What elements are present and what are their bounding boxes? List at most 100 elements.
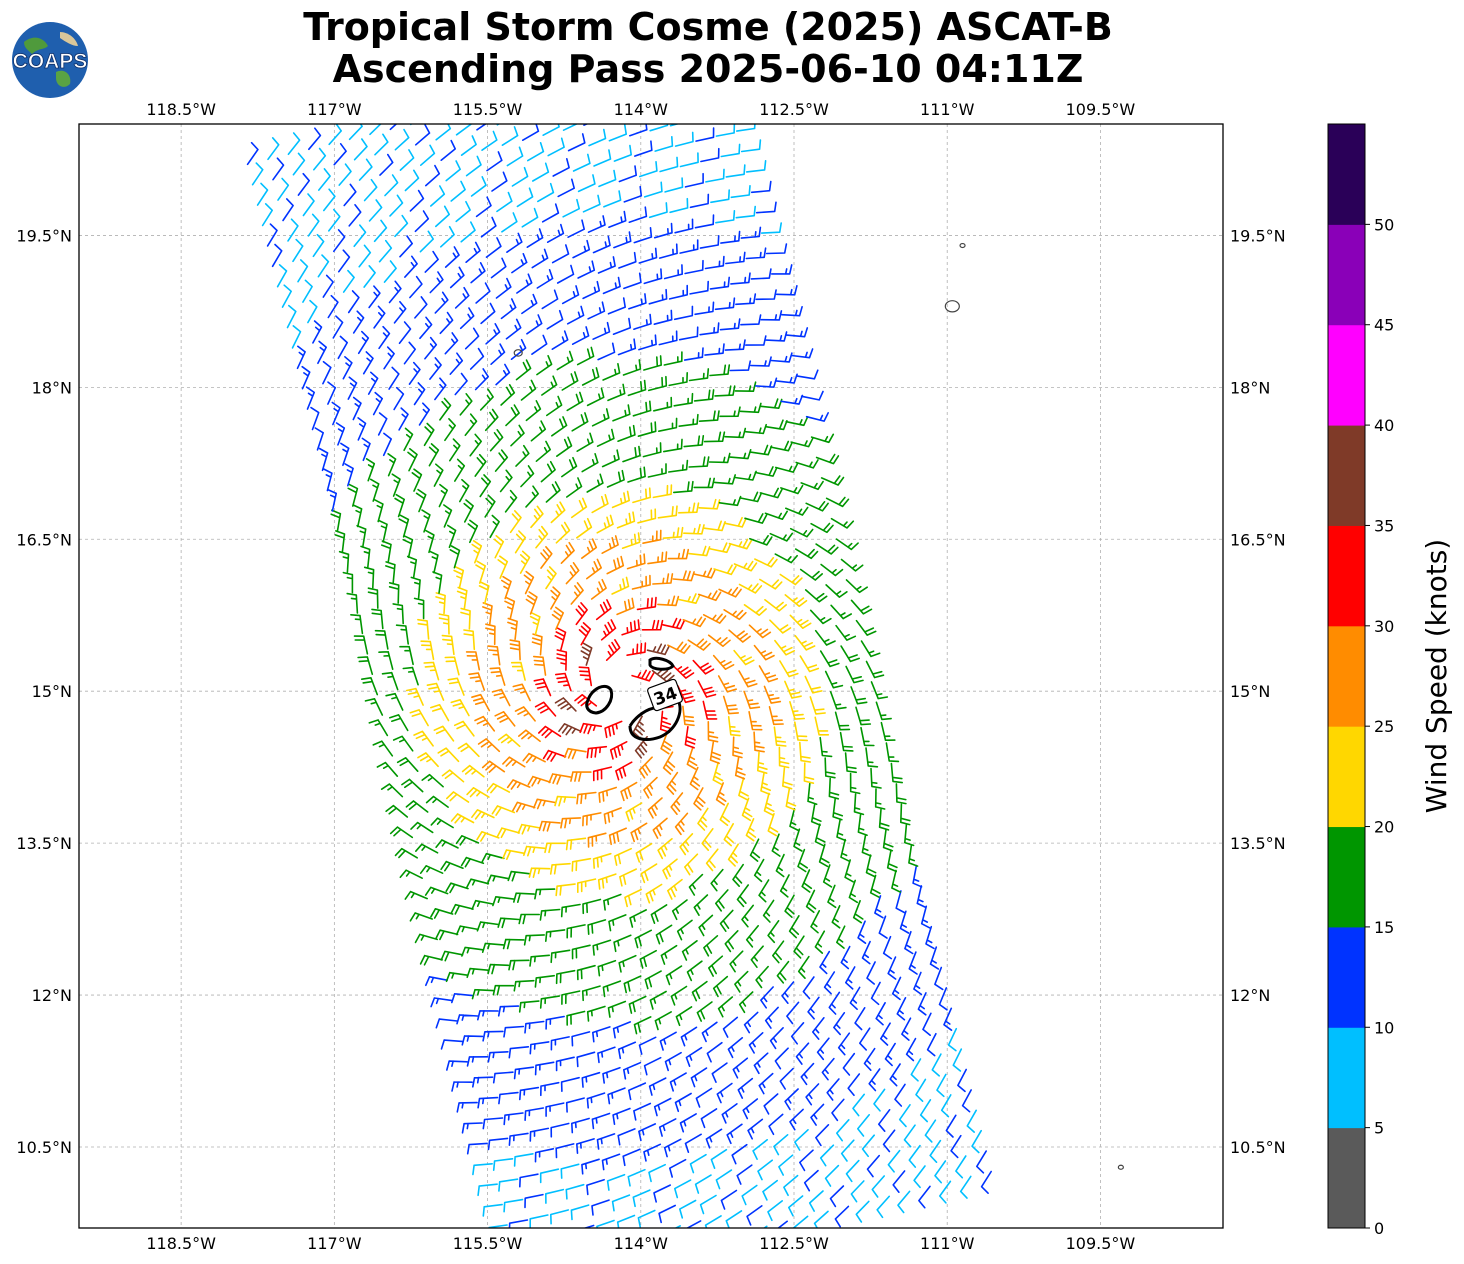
wind-barb: [461, 1035, 484, 1046]
wind-barb: [460, 221, 476, 243]
wind-barb: [688, 456, 710, 468]
wind-barb: [700, 147, 720, 163]
coaps-logo: COAPS: [12, 22, 88, 98]
wind-barb: [684, 1133, 702, 1153]
wind-barb: [377, 519, 388, 543]
wind-barb: [793, 828, 803, 852]
wind-barb: [566, 305, 585, 325]
wind-barb: [794, 634, 816, 651]
wind-barb: [463, 499, 474, 523]
wind-barb: [669, 1072, 687, 1092]
wind-barb: [897, 1190, 911, 1214]
colorbar-segment: [1328, 826, 1365, 928]
island-outline: [513, 349, 523, 357]
wind-barb: [836, 1119, 850, 1142]
wind-barb: [804, 589, 828, 603]
wind-barb: [669, 1158, 687, 1178]
wind-barb: [657, 595, 680, 607]
wind-barb: [308, 127, 322, 151]
wind-barb: [815, 453, 840, 465]
wind-barb: [721, 1103, 738, 1124]
wind-barb: [424, 886, 449, 896]
wind-barb: [497, 733, 521, 748]
wind-barb: [481, 130, 498, 151]
wind-barb: [733, 560, 758, 572]
wind-barb: [372, 740, 394, 757]
wind-barb: [449, 545, 461, 569]
wind-barb: [476, 921, 500, 932]
wind-barb: [521, 293, 538, 315]
wind-barb: [423, 661, 440, 681]
wind-barb: [939, 1180, 952, 1204]
wind-barb: [760, 398, 783, 409]
wind-barb: [477, 738, 501, 753]
wind-barb: [523, 934, 545, 946]
wind-barb: [726, 1123, 743, 1145]
wind-barb: [414, 933, 438, 944]
wind-barb: [653, 1097, 672, 1117]
wind-barb: [774, 639, 796, 656]
wind-barb: [632, 1189, 651, 1208]
wind-barb: [434, 291, 449, 314]
wind-barb: [743, 604, 767, 616]
wind-barb: [705, 1128, 723, 1149]
wind-barb: [479, 474, 492, 498]
wind-barb: [723, 516, 747, 528]
wind-barb: [374, 629, 389, 650]
wind-barb: [461, 764, 485, 778]
wind-barb: [508, 1046, 530, 1059]
lat-tick-left: 13.5°N: [16, 834, 72, 853]
wind-barb: [717, 675, 737, 693]
wind-barb: [980, 1170, 992, 1194]
wind-barb: [440, 139, 456, 161]
wind-barb: [760, 772, 771, 795]
wind-barb: [608, 827, 627, 846]
wind-barb: [566, 391, 584, 412]
wind-barb: [821, 1057, 835, 1081]
wind-barb: [516, 187, 534, 208]
wind-barb: [554, 795, 577, 807]
wind-barb: [667, 548, 690, 560]
wind-barb: [891, 976, 902, 1001]
wind-barb: [571, 857, 592, 872]
wind-barb: [765, 419, 788, 431]
wind-barb: [848, 879, 858, 904]
wind-barb: [580, 642, 593, 666]
wind-barb: [659, 1031, 677, 1051]
wind-barb: [875, 701, 892, 721]
wind-barb: [955, 1155, 967, 1179]
wind-barb: [550, 949, 571, 964]
wind-barb: [413, 730, 434, 747]
wind-barb: [803, 762, 815, 784]
wind-barb: [847, 1073, 861, 1097]
wind-barb: [695, 127, 715, 142]
wind-barb: [503, 1025, 525, 1038]
wind-barb: [705, 848, 719, 872]
wind-barb: [710, 1148, 728, 1169]
wind-barb: [571, 1031, 591, 1047]
wind-barb: [679, 1199, 697, 1219]
wind-barb: [707, 634, 731, 647]
wind-barb: [534, 888, 556, 900]
wind-barb: [435, 839, 459, 849]
wind-barb: [825, 496, 850, 508]
wind-barb: [715, 1169, 733, 1190]
wind-barb: [466, 1056, 489, 1067]
wind-barb: [297, 172, 310, 196]
wind-barb: [718, 586, 742, 598]
wind-barb: [820, 563, 844, 577]
wind-barb: [748, 1032, 764, 1054]
wind-barb: [882, 828, 894, 852]
wind-barb: [662, 617, 686, 630]
wind-barb: [545, 1015, 565, 1030]
wind-barb: [591, 408, 610, 427]
wind-barb: [261, 203, 273, 227]
wind-barb: [571, 326, 590, 345]
wind-barb: [769, 532, 794, 542]
wind-barb: [432, 571, 443, 594]
wind-barb: [784, 594, 808, 608]
wind-barb: [405, 687, 424, 706]
wind-barb: [469, 433, 482, 457]
wind-barb: [291, 325, 302, 349]
wind-barb: [420, 640, 435, 661]
